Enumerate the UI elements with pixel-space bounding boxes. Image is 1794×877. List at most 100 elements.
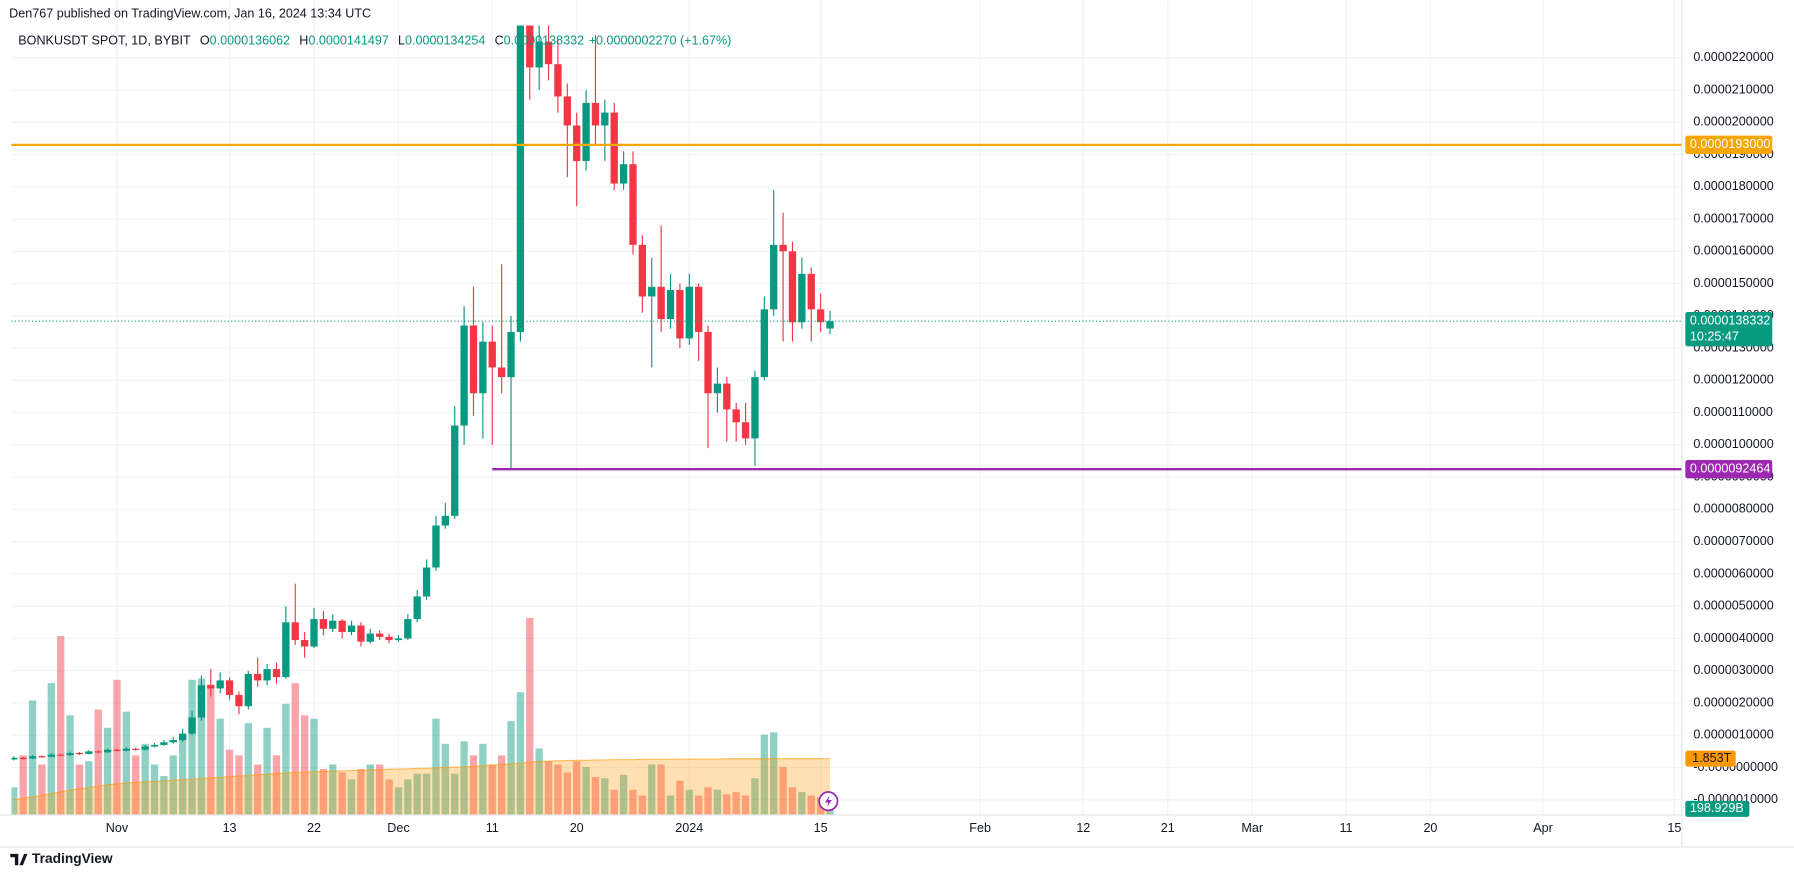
volume-bar xyxy=(507,721,515,815)
volume-bar xyxy=(573,761,581,815)
candle-body xyxy=(751,377,759,439)
volume-bar xyxy=(685,789,693,815)
candle-body xyxy=(357,625,365,642)
candle-body xyxy=(741,422,750,439)
volume-bar xyxy=(160,776,168,815)
candle-body xyxy=(282,622,290,678)
candle-body xyxy=(310,619,318,647)
candle-body xyxy=(695,286,703,332)
candle-body xyxy=(479,341,487,394)
volume-bar xyxy=(385,779,393,815)
volume-bar xyxy=(451,773,459,815)
candle-body xyxy=(113,749,121,751)
y-tick-label: 0.0000170000 xyxy=(1693,211,1773,225)
y-tick-label: 0.0000210000 xyxy=(1693,82,1773,96)
volume-bar xyxy=(38,764,46,815)
volume-bar xyxy=(779,766,787,815)
x-tick-label: Nov xyxy=(106,821,129,835)
ohlc-key: C xyxy=(495,34,504,48)
volume-bar xyxy=(638,795,647,815)
x-tick-label: 20 xyxy=(570,821,584,835)
badges: 0.0000193000 0.0000092464 0.0000138332 10:2… xyxy=(1685,135,1773,817)
brand: TradingView xyxy=(32,851,113,866)
candle-body xyxy=(666,290,675,320)
volume-bar xyxy=(357,769,365,815)
candle-body xyxy=(235,694,243,707)
volume-bar xyxy=(300,715,309,815)
candle-body xyxy=(497,367,506,378)
volume-ma-area xyxy=(13,758,831,815)
candle-body xyxy=(19,757,27,759)
volume-bar xyxy=(188,679,196,815)
volume-bar xyxy=(413,773,421,815)
volume-ma-line xyxy=(13,758,831,801)
candle-body xyxy=(75,752,84,755)
y-tick-label: 0.0000020000 xyxy=(1693,695,1773,709)
volume-bar xyxy=(19,755,27,815)
volume-bar xyxy=(554,764,562,815)
volume-bar xyxy=(272,755,281,815)
candle-body xyxy=(526,25,534,68)
volume-bar xyxy=(263,727,271,815)
volume-bar xyxy=(254,764,262,815)
volume-bar xyxy=(497,755,506,815)
grid xyxy=(11,0,1682,815)
volume-bar xyxy=(751,778,759,815)
candle-body xyxy=(469,325,478,394)
candle-body xyxy=(404,619,412,639)
volume-bar xyxy=(329,764,337,815)
volume-bar xyxy=(479,743,487,815)
ohlc-key: L xyxy=(398,34,405,48)
alert-icon[interactable] xyxy=(818,791,839,812)
candle-body xyxy=(66,752,74,756)
candle-body xyxy=(610,112,618,184)
ohlc-value: 0.0000138332 xyxy=(504,34,584,48)
candle-body xyxy=(160,742,168,745)
volume-ma-badge-bg xyxy=(1685,750,1736,767)
volume-bar xyxy=(798,792,806,815)
candle-body xyxy=(648,286,656,297)
candle-body xyxy=(85,751,93,754)
volume-badge-bg xyxy=(1685,800,1750,817)
candle-body xyxy=(685,286,693,339)
volume-bar xyxy=(488,764,496,815)
candle-body xyxy=(225,680,234,695)
volume-bar xyxy=(394,787,403,815)
candle-body xyxy=(207,685,215,689)
volume-bar xyxy=(47,683,55,815)
volume-bar xyxy=(207,684,215,815)
candle-body xyxy=(413,596,421,620)
volume-bar xyxy=(75,764,84,815)
candle-body xyxy=(760,309,768,378)
y-tick-label: 0.0000080000 xyxy=(1693,502,1773,516)
volume-bar xyxy=(291,683,299,815)
candle-body xyxy=(57,754,65,756)
volume-bar xyxy=(376,764,384,815)
candle-body xyxy=(169,740,177,743)
candle-body xyxy=(826,321,834,329)
candle-body xyxy=(179,733,187,741)
price-line-label: 0.0000092464 xyxy=(1690,462,1770,476)
candle-body xyxy=(638,244,647,297)
candle-body xyxy=(535,41,543,68)
volume-bar xyxy=(695,795,703,815)
candle-body xyxy=(47,754,55,757)
candle-body xyxy=(422,567,431,597)
volume-bar xyxy=(179,735,187,815)
ohlc-value: 0.0000134254 xyxy=(405,34,485,48)
candle-body xyxy=(254,673,262,681)
volume-bar xyxy=(629,789,637,815)
candle-body xyxy=(263,669,271,681)
x-tick-label: 15 xyxy=(814,821,828,835)
y-tick-label: 0.0000110000 xyxy=(1693,405,1773,419)
y-tick-label: 0.0000220000 xyxy=(1693,50,1773,64)
ohlc-key: H xyxy=(299,34,308,48)
volume-ma-label: 1.853T xyxy=(1692,751,1731,765)
volume-bar xyxy=(732,792,740,815)
candle-body xyxy=(732,409,740,423)
publish-header: Den767 published on TradingView.com, Jan… xyxy=(9,6,371,20)
tradingview-logo[interactable] xyxy=(10,853,28,866)
y-tick-label: 0.0000070000 xyxy=(1693,534,1773,548)
